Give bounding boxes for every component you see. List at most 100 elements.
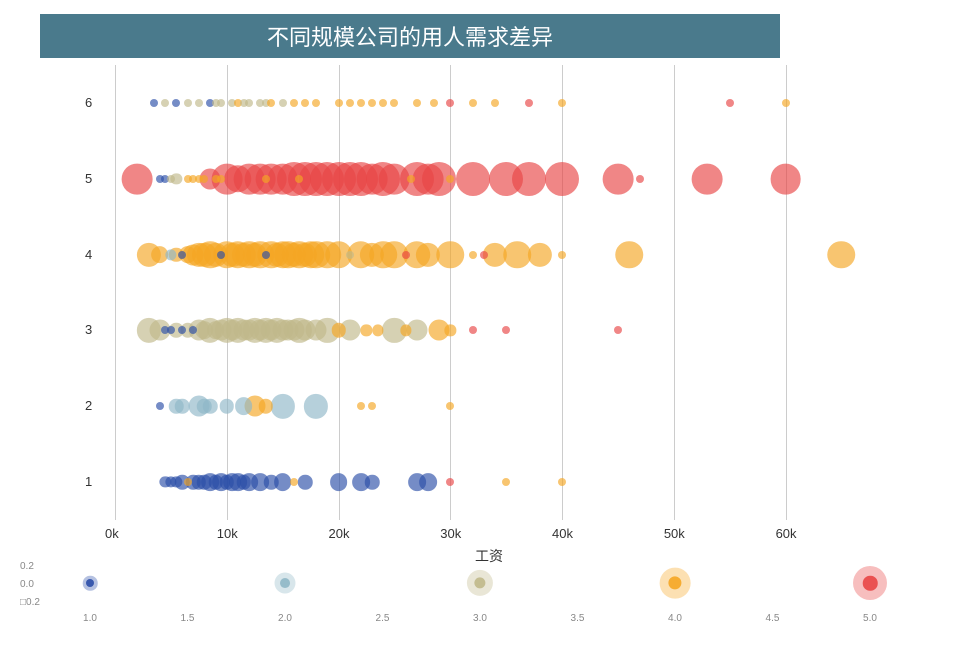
data-point: [295, 175, 303, 183]
data-point: [558, 251, 566, 259]
legend-x-label: 3.0: [473, 613, 487, 624]
data-point: [692, 163, 723, 194]
data-point: [330, 473, 348, 491]
data-point: [469, 326, 477, 334]
data-point: [446, 99, 454, 107]
data-point: [416, 242, 440, 266]
gridline: [339, 65, 340, 520]
x-tick-label: 20k: [329, 526, 350, 541]
x-tick-label: 40k: [552, 526, 573, 541]
data-point: [828, 241, 856, 269]
data-point: [184, 478, 192, 486]
data-point: [189, 326, 197, 334]
data-point: [615, 241, 643, 269]
data-point: [301, 99, 309, 107]
data-point: [469, 251, 477, 259]
data-point: [413, 163, 444, 194]
data-point: [437, 241, 465, 269]
data-point: [267, 163, 298, 194]
x-tick-label: 60k: [776, 526, 797, 541]
data-point: [372, 325, 383, 336]
data-point: [368, 402, 376, 410]
data-point: [161, 99, 169, 107]
data-point: [346, 99, 354, 107]
data-point: [207, 322, 225, 340]
y-tick-label: 5: [85, 171, 92, 186]
y-tick-label: 1: [85, 474, 92, 489]
legend-y-label: □0.2: [20, 597, 40, 608]
data-point: [175, 399, 190, 414]
data-point: [502, 326, 510, 334]
gridline: [674, 65, 675, 520]
data-point: [220, 399, 235, 414]
data-point: [636, 175, 644, 183]
data-point: [446, 175, 454, 183]
legend-x-label: 2.5: [376, 613, 390, 624]
legend-bubble-inner: [863, 576, 878, 591]
data-point: [172, 99, 180, 107]
data-point: [379, 163, 410, 194]
data-point: [525, 99, 533, 107]
data-point: [413, 99, 421, 107]
legend-x-label: 4.5: [766, 613, 780, 624]
legend-x-label: 3.5: [571, 613, 585, 624]
data-point: [390, 99, 398, 107]
data-point: [262, 175, 270, 183]
data-point: [312, 99, 320, 107]
gridline: [227, 65, 228, 520]
data-point: [469, 99, 477, 107]
data-point: [558, 478, 566, 486]
y-tick-label: 3: [85, 322, 92, 337]
data-point: [545, 162, 579, 196]
x-tick-label: 0k: [105, 526, 119, 541]
x-tick-label: 30k: [440, 526, 461, 541]
legend-x-label: 4.0: [668, 613, 682, 624]
data-point: [357, 99, 365, 107]
gridline: [450, 65, 451, 520]
y-tick-label: 4: [85, 247, 92, 262]
data-point: [304, 394, 328, 418]
data-point: [178, 251, 186, 259]
data-point: [264, 475, 279, 490]
data-point: [419, 473, 437, 491]
data-point: [402, 251, 410, 259]
chart-title: 不同规模公司的用人需求差异: [40, 14, 780, 58]
data-point: [361, 325, 372, 336]
data-point: [331, 323, 346, 338]
legend-x-label: 1.5: [181, 613, 195, 624]
data-point: [290, 478, 298, 486]
data-point: [445, 325, 456, 336]
data-point: [178, 326, 186, 334]
data-point: [446, 402, 454, 410]
data-point: [217, 99, 225, 107]
legend-x-label: 5.0: [863, 613, 877, 624]
legend-y-label: 0.2: [20, 561, 34, 572]
legend-y-label: 0.0: [20, 579, 34, 590]
data-point: [528, 242, 552, 266]
data-point: [298, 475, 313, 490]
data-point: [245, 99, 253, 107]
data-point: [217, 251, 225, 259]
gridline: [562, 65, 563, 520]
data-point: [122, 163, 153, 194]
data-point: [491, 99, 499, 107]
data-point: [195, 99, 203, 107]
legend-x-label: 1.0: [83, 613, 97, 624]
data-point: [770, 163, 801, 194]
legend-bubble-inner: [280, 578, 290, 588]
legend-x-label: 2.0: [278, 613, 292, 624]
data-point: [480, 251, 488, 259]
data-point: [235, 397, 253, 415]
data-point: [267, 99, 275, 107]
data-point: [167, 326, 175, 334]
x-tick-label: 10k: [217, 526, 238, 541]
data-point: [150, 99, 158, 107]
y-tick-label: 2: [85, 398, 92, 413]
data-point: [200, 175, 208, 183]
data-point: [259, 399, 274, 414]
data-point: [203, 399, 218, 414]
chart-container: 不同规模公司的用人需求差异 0k10k20k30k40k50k60k工资1234…: [0, 0, 957, 649]
gridline: [786, 65, 787, 520]
data-point: [430, 99, 438, 107]
data-point: [782, 99, 790, 107]
